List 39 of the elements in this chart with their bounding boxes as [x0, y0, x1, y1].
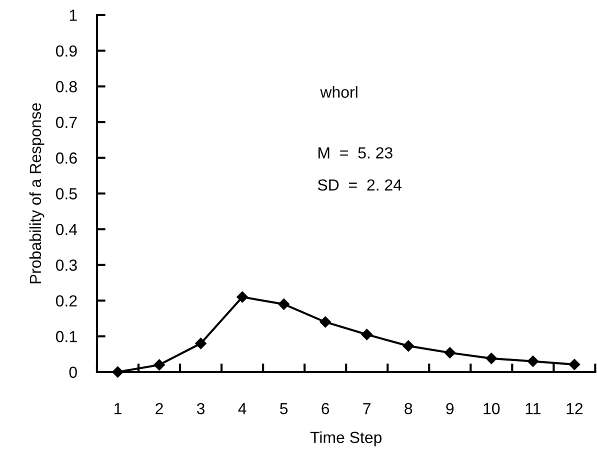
- x-tick-label: 6: [322, 402, 330, 414]
- x-tick-label: 2: [156, 402, 163, 414]
- point: [154, 359, 165, 370]
- point: [486, 352, 498, 364]
- point: [278, 298, 290, 310]
- x-tick-label: 1: [114, 403, 122, 414]
- point: [402, 340, 414, 352]
- y-tick-label: 0.5: [56, 188, 77, 200]
- y-tick-label: 0.6: [56, 152, 77, 164]
- x-tick-label: 12: [566, 402, 583, 414]
- x-tick-label: 5: [280, 403, 288, 414]
- x-tick-label: 8: [404, 402, 412, 414]
- point: [320, 316, 331, 328]
- y-tick-label: 0.7: [56, 116, 77, 128]
- point: [195, 338, 206, 350]
- y-tick-label: 0.4: [56, 224, 78, 236]
- x-tick-label: 9: [446, 402, 454, 414]
- annotation: M = 5. 23: [318, 147, 392, 159]
- y-tick-label: 0.1: [56, 330, 77, 342]
- x-tick-label: 7: [363, 403, 371, 414]
- y-tick-label: 0.8: [56, 81, 77, 92]
- x-tick-label: 4: [238, 403, 246, 414]
- x-tick-label: 3: [196, 402, 205, 414]
- point: [236, 291, 248, 303]
- point: [444, 347, 456, 358]
- annotation: whorl: [320, 86, 358, 98]
- x-axis-title: Time Step: [310, 431, 382, 446]
- point: [568, 358, 580, 370]
- point: [527, 356, 539, 367]
- y-tick-label: 0.9: [56, 45, 77, 57]
- x-tick-label: 11: [526, 403, 540, 414]
- y-tick-label: 0.2: [56, 295, 77, 307]
- y-tick-label: 0: [69, 366, 77, 378]
- annotation: SD = 2. 24: [318, 179, 402, 191]
- y-axis-title: Probability of a Response: [29, 103, 44, 284]
- y-tick-label: 1: [70, 10, 77, 21]
- point: [361, 328, 372, 340]
- y-tick-label: 0.3: [56, 260, 77, 271]
- x-tick-label: 10: [484, 402, 500, 414]
